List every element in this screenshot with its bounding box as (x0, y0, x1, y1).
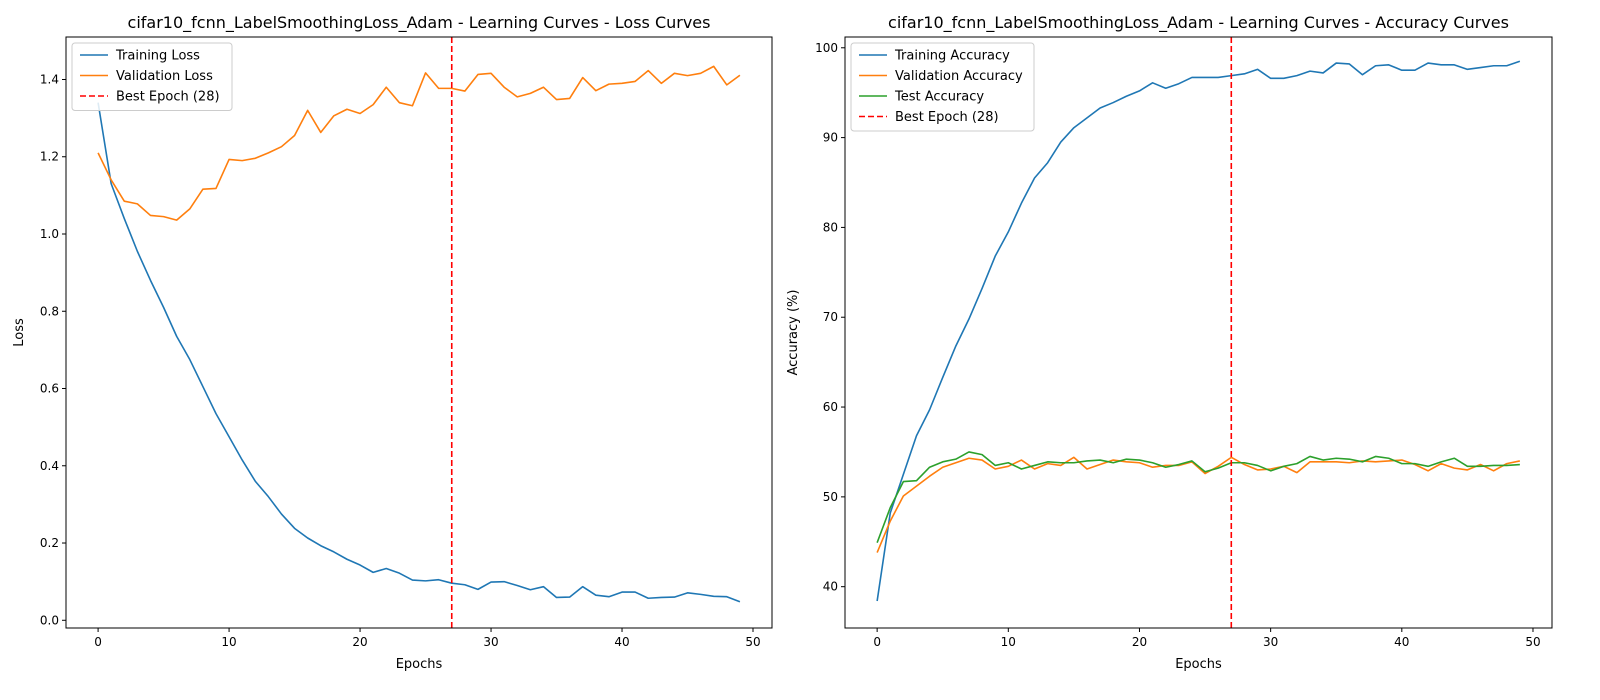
legend-entry-label: Best Epoch (28) (116, 90, 220, 105)
y-axis-label: Loss (12, 318, 27, 347)
y-tick-label: 60 (823, 400, 838, 414)
x-tick-label: 50 (1525, 635, 1540, 649)
x-tick-label: 0 (94, 635, 102, 649)
y-tick-label: 70 (823, 310, 838, 324)
y-tick-label: 0.6 (40, 382, 59, 396)
x-tick-label: 40 (614, 635, 629, 649)
y-tick-label: 90 (823, 131, 838, 145)
legend-box (850, 42, 1035, 132)
x-tick-label: 50 (745, 635, 760, 649)
x-axis-label: Epochs (396, 657, 443, 672)
legend-entry-label: Validation Accuracy (895, 69, 1023, 84)
chart-title: cifar10_fcnn_LabelSmoothingLoss_Adam - L… (128, 13, 711, 33)
axes-frame (65, 36, 773, 629)
chart-panel-1: cifar10_fcnn_LabelSmoothingLoss_Adam - L… (786, 13, 1553, 672)
y-tick-label: 80 (823, 220, 838, 234)
y-tick-label: 1.4 (40, 72, 59, 86)
x-tick-label: 20 (1132, 635, 1147, 649)
series-line-training-accuracy (876, 60, 1521, 602)
legend-entry-label: Training Loss (115, 49, 200, 64)
legend-entry-label: Best Epoch (28) (895, 110, 999, 125)
axes-frame (844, 36, 1553, 629)
x-tick-label: 10 (221, 635, 236, 649)
x-tick-label: 10 (1001, 635, 1016, 649)
legend-entry-label: Training Accuracy (894, 49, 1010, 64)
legend-box (71, 42, 233, 111)
y-tick-label: 40 (823, 580, 838, 594)
y-axis-label: Accuracy (%) (786, 290, 801, 376)
x-tick-label: 20 (352, 635, 367, 649)
y-tick-label: 1.0 (40, 227, 59, 241)
x-tick-label: 0 (873, 635, 881, 649)
chart-panel-0: cifar10_fcnn_LabelSmoothingLoss_Adam - L… (12, 13, 773, 672)
chart-title: cifar10_fcnn_LabelSmoothingLoss_Adam - L… (888, 13, 1509, 33)
series-line-test-accuracy (876, 451, 1520, 543)
y-tick-label: 50 (823, 490, 838, 504)
x-tick-label: 30 (483, 635, 498, 649)
x-axis-label: Epochs (1175, 657, 1222, 672)
y-tick-label: 1.2 (40, 150, 59, 164)
series-line-validation-loss (97, 65, 741, 221)
legend-entry-label: Test Accuracy (894, 90, 984, 105)
y-tick-label: 0.2 (40, 536, 59, 550)
y-tick-label: 0.4 (40, 459, 59, 473)
y-tick-label: 0.8 (40, 304, 59, 318)
y-tick-label: 100 (815, 41, 838, 55)
series-line-training-loss (97, 102, 741, 603)
x-tick-label: 40 (1394, 635, 1409, 649)
y-tick-label: 0.0 (40, 613, 59, 627)
x-tick-label: 30 (1263, 635, 1278, 649)
legend-entry-label: Validation Loss (116, 69, 213, 84)
